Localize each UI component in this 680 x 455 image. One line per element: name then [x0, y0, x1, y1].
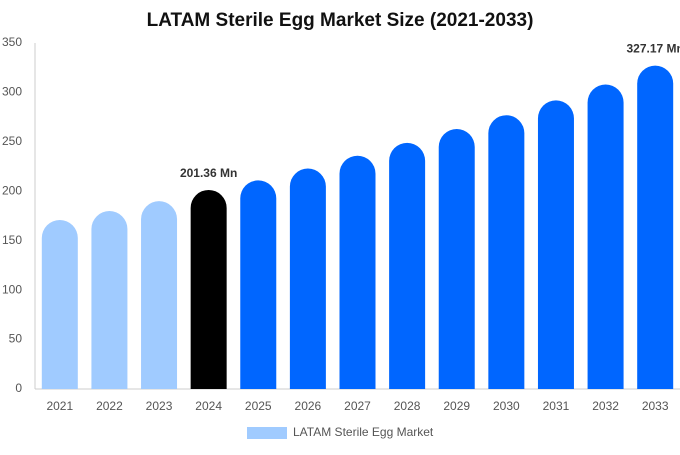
bar — [637, 65, 674, 389]
bar — [41, 219, 78, 389]
y-tick-label: 300 — [2, 85, 22, 99]
value-label: 327.17 Mn — [627, 42, 680, 56]
legend-swatch — [247, 427, 287, 439]
bar — [190, 189, 227, 389]
x-tick-label: 2032 — [592, 399, 619, 413]
y-tick-label: 250 — [2, 134, 22, 148]
bar — [339, 155, 376, 389]
bar — [537, 100, 574, 389]
x-tick-label: 2031 — [543, 399, 570, 413]
bar — [488, 115, 525, 390]
bar — [438, 129, 475, 389]
x-tick-label: 2025 — [245, 399, 272, 413]
x-tick-label: 2033 — [642, 399, 669, 413]
bar — [240, 180, 277, 389]
y-tick-label: 100 — [2, 282, 22, 296]
y-tick-label: 200 — [2, 183, 22, 197]
bar — [141, 201, 178, 389]
y-tick-label: 350 — [2, 35, 22, 49]
y-tick-label: 150 — [2, 233, 22, 247]
x-tick-label: 2021 — [46, 399, 73, 413]
x-tick-label: 2024 — [195, 399, 222, 413]
x-tick-label: 2030 — [493, 399, 520, 413]
x-tick-label: 2027 — [344, 399, 371, 413]
x-tick-label: 2023 — [146, 399, 173, 413]
legend-label: LATAM Sterile Egg Market — [293, 425, 434, 439]
bar — [91, 211, 128, 389]
chart-title: LATAM Sterile Egg Market Size (2021-2033… — [147, 10, 534, 31]
bar — [389, 142, 426, 389]
bar — [289, 168, 326, 389]
x-tick-label: 2029 — [443, 399, 470, 413]
y-tick-label: 50 — [9, 332, 23, 346]
y-tick-label: 0 — [15, 381, 22, 395]
bar — [587, 84, 624, 390]
x-tick-label: 2026 — [295, 399, 322, 413]
x-tick-label: 2022 — [96, 399, 123, 413]
value-label: 201.36 Mn — [180, 166, 237, 180]
x-tick-label: 2028 — [394, 399, 421, 413]
